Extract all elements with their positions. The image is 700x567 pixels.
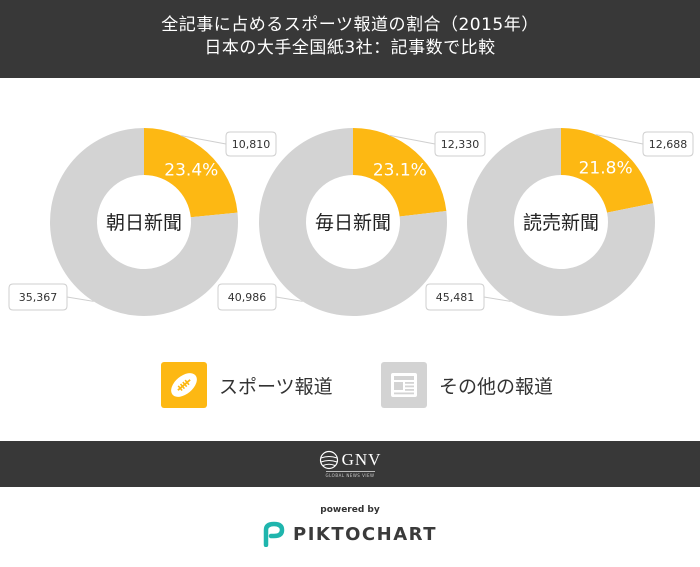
donut-charts-area: 23.4% 朝日新聞 10,810 35,367 23.1% 毎日新聞 12,330 40,9… xyxy=(0,80,700,360)
infographic-header: 全記事に占めるスポーツ報道の割合（2015年） 日本の大手全国紙3社：記事数で比… xyxy=(0,0,700,78)
slice-sports xyxy=(353,128,447,217)
svg-text:12,330: 12,330 xyxy=(441,138,480,151)
percent-label: 23.4% xyxy=(164,161,218,181)
callout-line xyxy=(180,135,227,145)
svg-text:35,367: 35,367 xyxy=(19,291,58,304)
slice-other xyxy=(258,128,447,316)
callout-line xyxy=(275,296,303,302)
piktochart-logo-icon xyxy=(263,521,285,547)
footer-band: GNV GLOBAL NEWS VIEW xyxy=(0,441,700,487)
slice-other xyxy=(466,128,655,316)
value-label-sports: 10,810 xyxy=(225,131,277,157)
gnv-logo-tagline: GLOBAL NEWS VIEW xyxy=(325,471,375,478)
svg-text:40,986: 40,986 xyxy=(228,291,267,304)
legend-label-other: その他の報道 xyxy=(439,375,554,398)
value-label-sports: 12,330 xyxy=(434,131,486,157)
value-label-sports: 12,688 xyxy=(642,131,694,157)
svg-text:10,810: 10,810 xyxy=(232,138,271,151)
legend-item-other: その他の報道 xyxy=(381,360,553,410)
callout-line xyxy=(595,134,644,145)
legend-label-sports: スポーツ報道 xyxy=(219,375,333,398)
gnv-logo: GNV GLOBAL NEWS VIEW xyxy=(319,450,382,478)
center-label: 毎日新聞 xyxy=(315,212,391,234)
svg-text:12,688: 12,688 xyxy=(649,138,688,151)
football-icon xyxy=(161,362,207,408)
piktochart-logo[interactable]: PIKTOCHART xyxy=(0,519,700,549)
value-label-other: 40,986 xyxy=(217,283,277,311)
title-line-1: 全記事に占めるスポーツ報道の割合（2015年） xyxy=(161,15,539,35)
callout-line xyxy=(66,296,94,302)
percent-label: 23.1% xyxy=(373,160,427,180)
legend-item-sports: スポーツ報道 xyxy=(161,360,333,410)
svg-text:45,481: 45,481 xyxy=(436,291,475,304)
value-label-other: 45,481 xyxy=(425,283,485,311)
donut-chart-1: 23.4% 朝日新聞 10,810 35,367 xyxy=(8,128,277,316)
callout-line xyxy=(389,134,436,145)
newspaper-icon xyxy=(381,362,427,408)
slice-other xyxy=(49,128,238,316)
gnv-logo-text: GNV xyxy=(341,450,382,469)
donut-chart-2: 23.1% 毎日新聞 12,330 40,986 xyxy=(217,128,486,316)
legend: スポーツ報道 その他の報道 xyxy=(0,360,700,410)
title-line-2: 日本の大手全国紙3社：記事数で比較 xyxy=(204,38,496,58)
center-label: 朝日新聞 xyxy=(106,212,182,234)
globe-icon xyxy=(319,450,338,470)
percent-label: 21.8% xyxy=(579,158,633,178)
donut-charts-svg: 23.4% 朝日新聞 10,810 35,367 23.1% 毎日新聞 12,330 40,9… xyxy=(8,128,694,316)
slice-sports xyxy=(561,128,654,213)
center-label: 読売新聞 xyxy=(523,212,599,234)
slice-sports xyxy=(144,128,238,218)
callout-line xyxy=(483,296,511,302)
value-label-other: 35,367 xyxy=(8,283,68,311)
piktochart-wordmark: PIKTOCHART xyxy=(293,523,437,545)
donut-chart-3: 21.8% 読売新聞 12,688 45,481 xyxy=(425,128,694,316)
powered-by-label: powered by xyxy=(320,505,380,515)
